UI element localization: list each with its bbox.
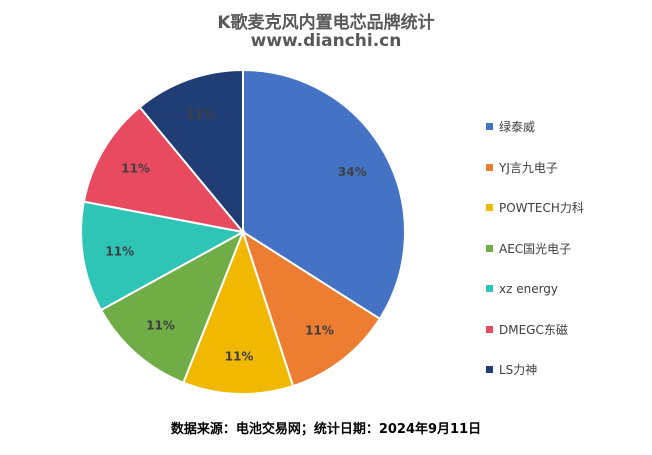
slice-data-label-5: 11% [121,162,150,176]
slice-data-label-3: 11% [146,319,175,333]
data-source-footer: 数据来源：电池交易网；统计日期：2024年9月11日 [170,422,482,437]
legend-label-6: LS力神 [499,363,538,377]
legend-item-6: LS力神 [486,362,537,378]
legend-swatch-3 [486,244,493,252]
legend-label-5: DMEGC东磁 [499,322,568,337]
legend-swatch-6 [486,366,493,373]
pie-slice-2 [182,229,295,395]
legend-item-4: xz energy [486,281,558,297]
legend-swatch-5 [486,325,493,333]
slice-data-label-4: 11% [105,245,134,259]
legend-item-1: YJ言九电子 [486,160,558,176]
slice-data-label-0: 34% [338,165,367,179]
pie-slice-1 [241,229,382,388]
pie-slice-6 [138,68,244,235]
legend-label-1: YJ言九电子 [499,160,558,175]
legend-label-2: POWTECH力科 [499,201,584,215]
pie-slice-5 [82,105,246,234]
legend-label-0: 绿泰威 [499,120,536,134]
legend-item-3: AEC国光电子 [486,241,571,257]
legend-item-2: POWTECH力科 [486,200,584,216]
slice-data-label-6: 11% [186,108,215,122]
legend-item-5: DMEGC东磁 [486,322,568,338]
pie-slice-3 [99,229,245,384]
legend-swatch-0 [486,123,493,130]
slice-data-label-2: 11% [225,350,254,364]
legend-swatch-1 [486,163,493,171]
legend-item-0: 绿泰威 [486,119,535,135]
chart-subtitle: www.dianchi.cn [250,31,402,51]
pie-slice-4 [80,200,246,312]
legend-label-4: xz energy [499,282,559,296]
legend-swatch-2 [486,204,493,211]
slice-data-label-1: 11% [305,324,334,338]
legend-swatch-4 [486,285,493,292]
legend-label-3: AEC国光电子 [499,241,572,256]
chart-title: K歌麦克风内置电芯品牌统计 [217,13,435,33]
